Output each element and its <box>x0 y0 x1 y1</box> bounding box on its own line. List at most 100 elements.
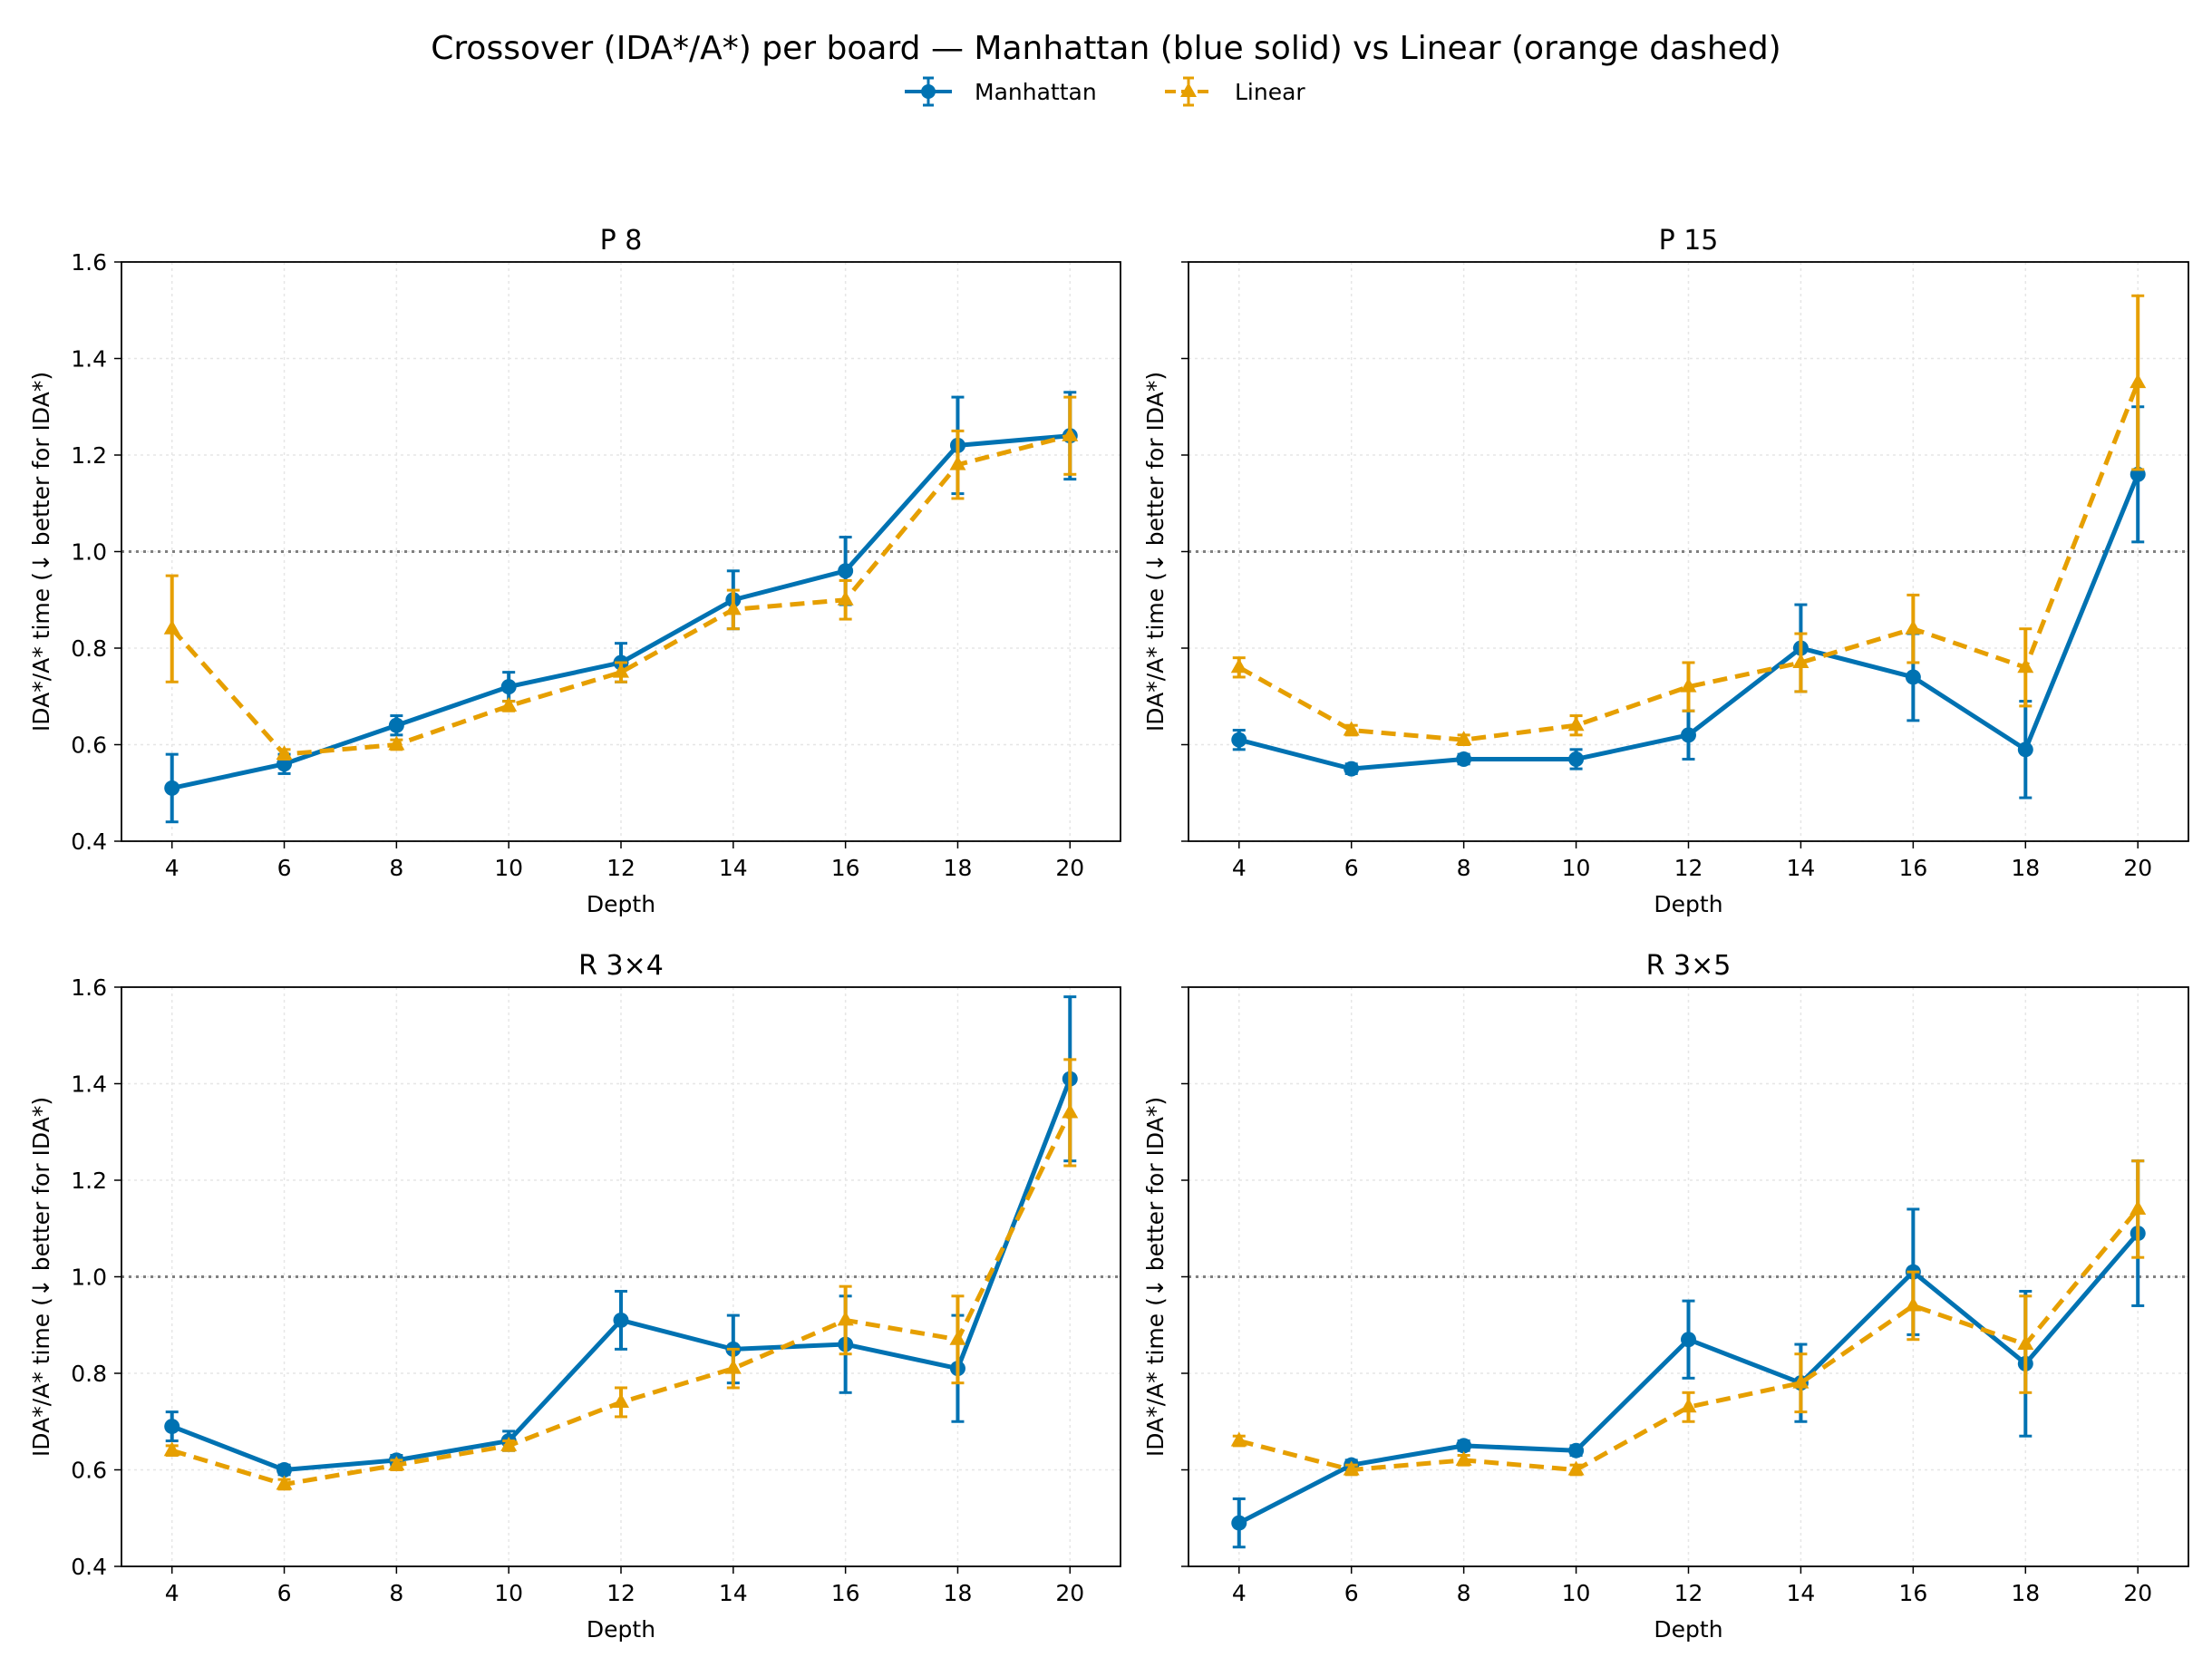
x-tick-label: 6 <box>1344 855 1359 881</box>
data-point <box>1792 653 1809 668</box>
x-tick-label: 18 <box>2011 1580 2040 1606</box>
data-point <box>1231 732 1247 748</box>
x-tick-label: 18 <box>2011 855 2040 881</box>
data-point <box>1680 677 1697 693</box>
x-tick-label: 8 <box>389 1580 403 1606</box>
data-point <box>837 1311 854 1326</box>
y-tick-label: 1.4 <box>71 1071 107 1098</box>
x-tick-label: 6 <box>1344 1580 1359 1606</box>
x-tick-label: 10 <box>1562 855 1591 881</box>
series-line-linear <box>1237 382 2140 742</box>
data-point <box>1062 426 1079 441</box>
data-point <box>1456 751 1472 767</box>
x-tick-label: 6 <box>277 1580 292 1606</box>
legend-label: Manhattan <box>975 79 1097 105</box>
x-tick-label: 4 <box>165 1580 179 1606</box>
data-point <box>613 663 629 678</box>
x-axis-label: Depth <box>1654 1616 1722 1643</box>
data-point <box>500 679 517 695</box>
data-point <box>276 745 293 761</box>
legend: Manhattan Linear <box>905 76 1305 107</box>
x-tick-label: 4 <box>1232 1580 1247 1606</box>
x-axis-label: Depth <box>587 891 655 917</box>
x-tick-label: 8 <box>389 855 403 881</box>
series-linear <box>1230 1159 2147 1477</box>
x-tick-label: 12 <box>1674 855 1703 881</box>
data-point <box>2017 741 2033 758</box>
data-point <box>1455 731 1472 746</box>
series-linear <box>163 1058 1079 1491</box>
data-point <box>724 600 742 615</box>
y-tick-label: 1.6 <box>71 974 107 1001</box>
y-axis-label: IDA*/A* time (↓ better for IDA*) <box>28 372 54 732</box>
y-axis-label: IDA*/A* time (↓ better for IDA*) <box>1142 1097 1169 1457</box>
x-tick-label: 12 <box>606 855 635 881</box>
x-tick-label: 18 <box>944 1580 973 1606</box>
legend-marker-triangle <box>1180 82 1197 97</box>
data-point <box>276 1462 293 1478</box>
data-point <box>1344 761 1360 777</box>
x-tick-label: 6 <box>277 855 292 881</box>
y-tick-label: 1.0 <box>71 1265 107 1291</box>
legend-label: Linear <box>1235 79 1305 105</box>
chart-panel-2: 4 6 8 10 12 14 16 18 20 P 15 Depth IDA*/A* time (↓ … <box>1142 225 2189 917</box>
y-tick-label: 1.4 <box>71 346 107 373</box>
x-axis-label: Depth <box>1654 891 1722 917</box>
x-tick-label: 20 <box>1055 1580 1084 1606</box>
x-tick-label: 4 <box>1232 855 1247 881</box>
data-point <box>1905 619 1922 635</box>
y-tick-label: 0.6 <box>71 732 107 759</box>
data-point <box>1455 1450 1472 1466</box>
data-point <box>724 1359 742 1374</box>
chart-panel-3: 4 6 8 10 12 14 16 18 20 0.4 0.6 0.8 1.0 1.2 1.4 1.6 R 3×… <box>28 950 1121 1643</box>
x-tick-label: 8 <box>1457 855 1471 881</box>
data-point <box>1343 721 1360 736</box>
y-tick-label: 1.6 <box>71 249 107 276</box>
data-point <box>838 563 854 579</box>
data-point <box>163 1441 180 1457</box>
x-tick-label: 18 <box>944 855 973 881</box>
series-linear <box>163 395 1079 761</box>
x-tick-label: 20 <box>2123 855 2152 881</box>
x-tick-label: 12 <box>606 1580 635 1606</box>
x-tick-label: 14 <box>1787 1580 1816 1606</box>
figure-title: Crossover (IDA*/A*) per board — Manhatta… <box>431 30 1780 67</box>
data-point <box>1062 1103 1079 1119</box>
data-point <box>1568 1442 1585 1459</box>
data-point <box>163 619 180 635</box>
y-axis-label: IDA*/A* time (↓ better for IDA*) <box>1142 372 1169 732</box>
data-point <box>1905 669 1921 685</box>
data-point <box>1567 1460 1585 1476</box>
data-point <box>276 1475 293 1490</box>
data-point <box>1231 1515 1247 1531</box>
x-tick-label: 20 <box>2123 1580 2152 1606</box>
data-point <box>2017 658 2034 674</box>
legend-marker-circle <box>921 84 936 99</box>
chart-panels: 4 6 8 10 12 14 16 18 20 0.4 0.6 0.8 1.0 1.2 1.4 1.6 P 8 D… <box>28 225 2189 1643</box>
x-tick-label: 10 <box>494 1580 523 1606</box>
series-line-linear <box>1238 1207 2140 1472</box>
x-tick-label: 16 <box>1898 1580 1927 1606</box>
panel-title: P 8 <box>600 225 643 257</box>
legend-item-manhattan: Manhattan <box>905 76 1097 107</box>
data-point <box>388 717 404 733</box>
x-tick-label: 20 <box>1055 855 1084 881</box>
data-point <box>949 1330 966 1345</box>
x-tick-label: 14 <box>719 1580 748 1606</box>
chart-panel-4: 4 6 8 10 12 14 16 18 20 R 3×5 Depth IDA*/A* time (↓… <box>1142 950 2189 1643</box>
data-point <box>1343 1460 1360 1476</box>
x-tick-label: 4 <box>165 855 179 881</box>
x-tick-label: 10 <box>1562 1580 1591 1606</box>
y-tick-label: 1.0 <box>71 539 107 566</box>
y-tick-label: 0.8 <box>71 1361 107 1387</box>
data-point <box>1230 1431 1247 1447</box>
data-point <box>1567 716 1585 732</box>
y-tick-label: 0.4 <box>71 829 107 855</box>
data-point <box>500 1436 518 1451</box>
data-point <box>2017 1335 2034 1351</box>
data-point <box>949 455 966 470</box>
data-point <box>613 1312 629 1328</box>
data-point <box>1905 1296 1922 1312</box>
data-point <box>1680 1398 1697 1413</box>
